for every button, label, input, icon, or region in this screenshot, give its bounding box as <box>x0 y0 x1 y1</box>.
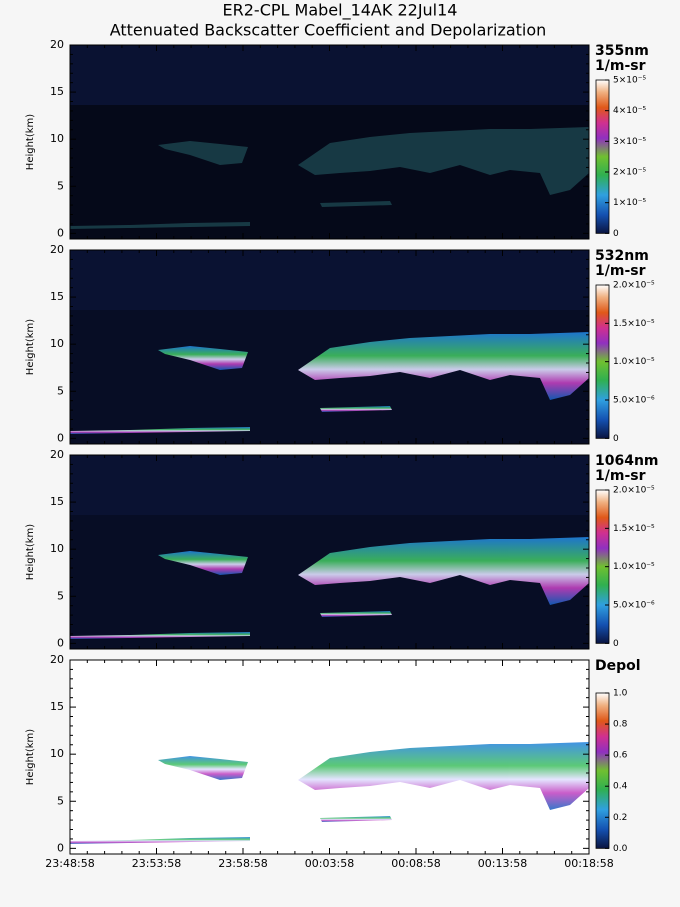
y-tick-label: 10 <box>50 132 64 145</box>
y-tick-label: 20 <box>50 448 64 461</box>
y-tick-label: 15 <box>50 290 64 303</box>
y-tick-label: 0 <box>57 431 64 444</box>
x-tick-label: 00:13:58 <box>478 857 527 870</box>
colorbar-tick-label: 4×10⁻⁵ <box>613 106 646 116</box>
y-tick-label: 5 <box>57 384 64 397</box>
units-label: 1/m-sr <box>595 468 646 484</box>
x-tick-label: 00:03:58 <box>305 857 354 870</box>
y-tick-label: 10 <box>50 337 64 350</box>
y-axis-label: Height(km) <box>25 729 36 785</box>
colorbar-tick-label: 2×10⁻⁵ <box>613 168 646 178</box>
figure-title: ER2-CPL Mabel_14AK 22Jul14 <box>223 1 458 21</box>
y-tick-label: 15 <box>50 85 64 98</box>
colorbar-tick-label: 0.8 <box>613 720 628 730</box>
colorbar <box>595 79 610 234</box>
y-tick-label: 5 <box>57 794 64 807</box>
colorbar-tick-label: 2.0×10⁻⁵ <box>613 281 655 291</box>
y-tick-label: 10 <box>50 542 64 555</box>
y-tick-label: 20 <box>50 653 64 666</box>
colorbar-tick-label: 0.2 <box>613 813 627 823</box>
y-tick-label: 20 <box>50 243 64 256</box>
y-axis-label: Height(km) <box>25 524 36 580</box>
colorbar-tick-label: 1.0×10⁻⁵ <box>613 562 655 572</box>
panel-label: Depol <box>595 658 641 674</box>
y-tick-label: 5 <box>57 179 64 192</box>
colorbar-tick-label: 5×10⁻⁵ <box>613 76 646 86</box>
colorbar-tick-label: 2.0×10⁻⁵ <box>613 486 655 496</box>
figure-subtitle: Attenuated Backscatter Coefficient and D… <box>110 21 547 40</box>
colorbar-tick-label: 3×10⁻⁵ <box>613 137 646 147</box>
y-tick-label: 5 <box>57 589 64 602</box>
colorbar-tick-label: 1.5×10⁻⁵ <box>613 319 655 329</box>
panel-label: 355nm <box>595 43 649 59</box>
colorbar-tick-label: 0 <box>613 229 619 239</box>
image-texture <box>70 310 589 444</box>
colorbar-tick-label: 5.0×10⁻⁶ <box>613 396 655 406</box>
y-tick-label: 0 <box>57 841 64 854</box>
image-texture <box>70 515 589 649</box>
colorbar-tick-label: 1.0 <box>613 689 628 699</box>
y-axis-label: Height(km) <box>25 319 36 375</box>
panel-label: 532nm <box>595 248 649 264</box>
x-tick-label: 23:48:58 <box>45 857 94 870</box>
colorbar-tick-label: 1.0×10⁻⁵ <box>613 357 655 367</box>
colorbar-tick-label: 0.0 <box>613 844 628 854</box>
units-label: 1/m-sr <box>595 263 646 279</box>
y-tick-label: 15 <box>50 495 64 508</box>
colorbar-tick-label: 0.6 <box>613 751 628 761</box>
panel-label: 1064nm <box>595 453 659 469</box>
colorbar-tick-label: 0 <box>613 639 619 649</box>
y-tick-label: 0 <box>57 636 64 649</box>
colorbar-tick-label: 1.5×10⁻⁵ <box>613 524 655 534</box>
y-tick-label: 15 <box>50 700 64 713</box>
y-axis-label: Height(km) <box>25 114 36 170</box>
colorbar-tick-label: 1×10⁻⁵ <box>613 198 646 208</box>
x-tick-label: 23:58:58 <box>218 857 267 870</box>
colorbar-tick-label: 5.0×10⁻⁶ <box>613 601 655 611</box>
colorbar <box>595 692 610 849</box>
y-tick-label: 0 <box>57 226 64 239</box>
x-tick-label: 00:18:58 <box>564 857 613 870</box>
y-tick-label: 20 <box>50 38 64 51</box>
y-tick-label: 10 <box>50 747 64 760</box>
units-label: 1/m-sr <box>595 58 646 74</box>
colorbar-tick-label: 0.4 <box>613 782 628 792</box>
image-texture <box>70 105 589 239</box>
x-tick-label: 23:53:58 <box>132 857 181 870</box>
x-tick-label: 00:08:58 <box>391 857 440 870</box>
colorbar-tick-label: 0 <box>613 434 619 444</box>
